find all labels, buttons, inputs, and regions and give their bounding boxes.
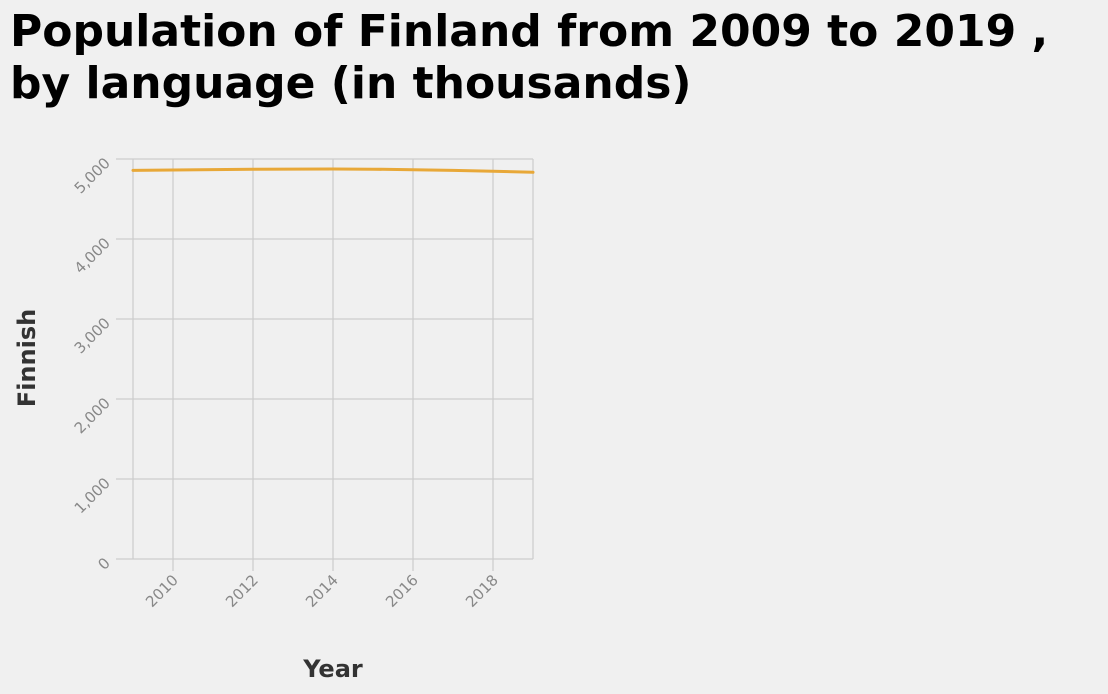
y-axis-title: Finnish <box>13 309 41 407</box>
y-tick-label: 2,000 <box>71 394 114 437</box>
x-tick-label: 2016 <box>382 571 422 611</box>
x-tick-label: 2012 <box>222 571 262 611</box>
x-tick-label: 2014 <box>302 571 342 611</box>
x-axis-title: Year <box>302 655 363 683</box>
x-tick-label: 2010 <box>142 571 182 611</box>
y-tick-label: 5,000 <box>71 154 114 197</box>
y-tick-label: 4,000 <box>71 234 114 277</box>
tick-labels: 0 1,000 2,000 3,000 4,000 5,000 2010 2012 2014 20… <box>71 154 502 611</box>
y-tick-label: 3,000 <box>71 314 114 357</box>
y-tick-label: 1,000 <box>71 474 114 517</box>
y-tick-label: 0 <box>94 554 113 573</box>
grid <box>116 159 533 571</box>
x-tick-label: 2018 <box>462 571 502 611</box>
